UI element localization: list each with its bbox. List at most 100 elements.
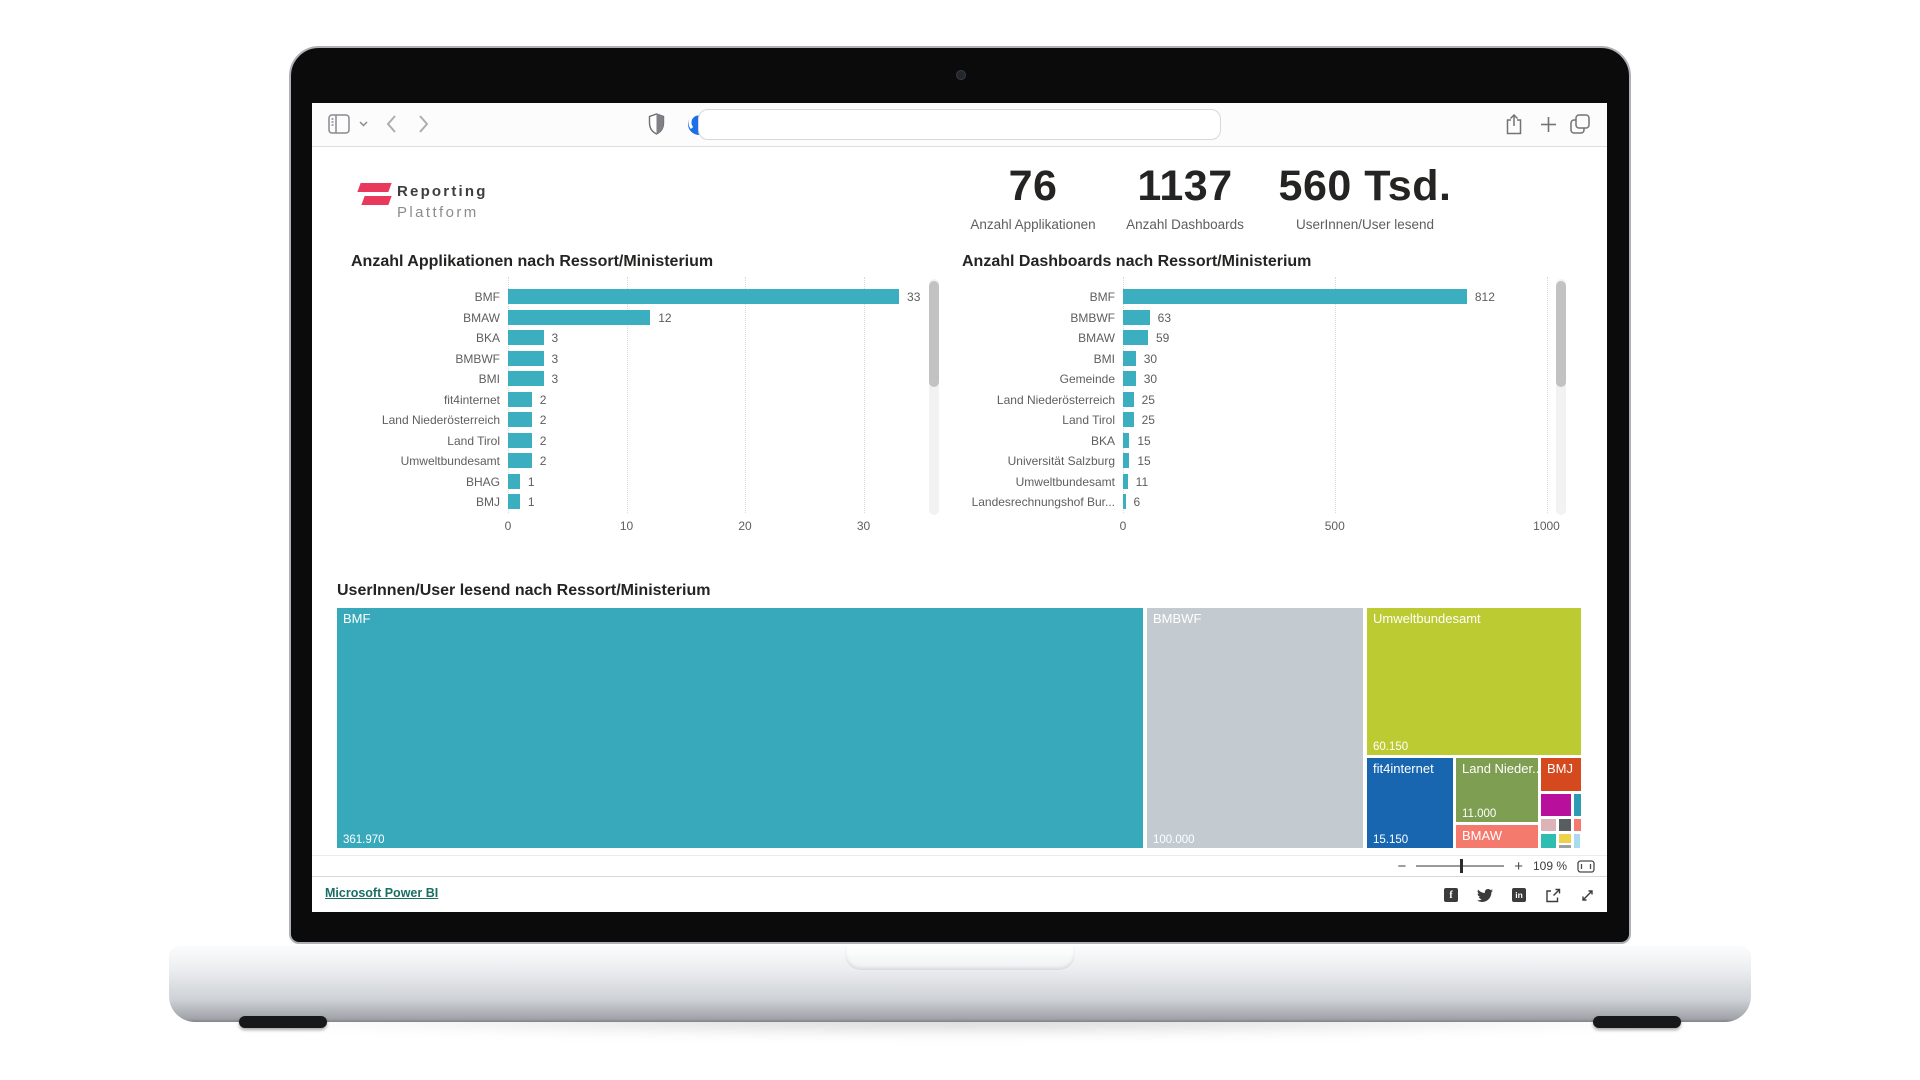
bar[interactable] [508, 289, 900, 304]
bar[interactable] [508, 453, 532, 468]
kpi-applications: 76 Anzahl Applikationen [943, 163, 1123, 232]
treemap-tile[interactable] [1541, 794, 1571, 816]
bar-value-label: 2 [539, 433, 547, 448]
bar[interactable] [1123, 453, 1130, 468]
treemap-tile[interactable] [1574, 834, 1580, 848]
tile-label: fit4internet [1373, 761, 1434, 776]
bar[interactable] [1123, 494, 1126, 509]
sidebar-toggle-icon[interactable] [328, 114, 350, 134]
report-zoom-bar: − + 109 % [312, 855, 1607, 876]
bar[interactable] [508, 330, 544, 345]
bar[interactable] [508, 391, 532, 407]
scrollbar-thumb[interactable] [1556, 281, 1566, 387]
bar-value-label: 30 [1143, 372, 1158, 386]
treemap-tile[interactable] [1559, 834, 1571, 843]
category-label: BMI [1093, 351, 1115, 366]
bar[interactable] [1123, 432, 1130, 448]
address-bar-input[interactable] [698, 109, 1221, 140]
bar[interactable] [508, 494, 520, 509]
treemap-tile-bmbwf[interactable]: BMBWF 100.000 [1147, 608, 1363, 848]
back-button-icon[interactable] [386, 115, 397, 133]
logo-subtitle: Plattform [397, 204, 479, 221]
new-tab-icon[interactable] [1540, 116, 1557, 133]
treemap-tile-fit4internet[interactable]: fit4internet 15.150 [1367, 758, 1453, 848]
tile-value: 361.970 [343, 834, 385, 846]
tile-label: Land Nieder... [1462, 761, 1538, 776]
twitter-icon[interactable] [1477, 888, 1493, 902]
tab-overview-icon[interactable] [1570, 114, 1590, 134]
bar[interactable] [1123, 371, 1136, 386]
fit-to-page-icon[interactable] [1577, 859, 1595, 873]
chart-scrollbar[interactable] [1556, 279, 1566, 515]
x-axis-tick-label: 30 [856, 519, 871, 533]
forward-button-icon[interactable] [418, 115, 429, 133]
hinge-notch [845, 946, 1075, 970]
gridline [1334, 277, 1336, 513]
bar[interactable] [1123, 330, 1148, 345]
x-axis-tick-label: 10 [619, 519, 634, 533]
kpi-value: 560 Tsd. [1278, 162, 1452, 210]
bar[interactable] [1123, 309, 1150, 325]
chart-scrollbar[interactable] [929, 279, 939, 515]
kpi-value: 76 [1008, 162, 1058, 210]
gridline [745, 277, 746, 513]
laptop-base [169, 946, 1751, 1028]
bar[interactable] [508, 432, 532, 448]
tile-label: BMAW [1462, 828, 1502, 843]
bar[interactable] [1123, 473, 1128, 489]
treemap-tile-bmaw[interactable]: BMAW [1456, 825, 1538, 848]
tile-label: BMJ [1547, 761, 1573, 776]
chevron-down-icon[interactable] [359, 121, 368, 127]
treemap-tile-bmf[interactable]: BMF 361.970 [337, 608, 1143, 848]
bar[interactable] [1123, 391, 1134, 407]
bar[interactable] [508, 473, 520, 489]
powerbi-link[interactable]: Microsoft Power BI [325, 886, 439, 900]
treemap-tile[interactable] [1574, 794, 1581, 816]
bar-value-label: 2 [539, 392, 547, 407]
x-axis-tick-label: 0 [1119, 519, 1127, 533]
kpi-label: Anzahl Applikationen [970, 217, 1096, 232]
zoom-out-button[interactable]: − [1397, 857, 1407, 875]
treemap-tile[interactable] [1559, 819, 1571, 831]
facebook-icon[interactable]: f [1444, 888, 1458, 902]
category-label: Landesrechnungshof Bur... [971, 495, 1115, 509]
treemap-tile-bmj[interactable]: BMJ [1541, 758, 1581, 791]
bar[interactable] [508, 412, 532, 427]
bar[interactable] [1123, 412, 1134, 427]
bar-value-label: 812 [1474, 290, 1495, 304]
category-label: BMJ [476, 495, 500, 509]
treemap-tile-umweltbundesamt[interactable]: Umweltbundesamt 60.150 [1367, 608, 1581, 755]
fullscreen-icon[interactable] [1580, 888, 1595, 903]
zoom-slider[interactable] [1416, 859, 1505, 873]
browser-window: Reporting Plattform 76 Anzahl Applikatio… [312, 103, 1607, 912]
treemap-tile-land-nieder-[interactable]: Land Nieder... 11.000 [1456, 758, 1538, 822]
logo-flag-bar-top [357, 183, 392, 192]
privacy-shield-icon[interactable] [648, 113, 665, 135]
share-icon[interactable] [1506, 114, 1522, 135]
zoom-slider-thumb[interactable] [1460, 859, 1464, 873]
tile-label: BMBWF [1153, 611, 1202, 626]
chart-dashboards: Anzahl Dashboards nach Ressort/Ministeri… [962, 253, 1577, 543]
gridline [626, 277, 628, 513]
browser-toolbar [312, 103, 1607, 147]
category-label: BMBWF [455, 351, 500, 366]
logo-title: Reporting [397, 183, 488, 200]
treemap-tile[interactable] [1574, 819, 1581, 831]
linkedin-icon[interactable]: in [1512, 888, 1526, 902]
treemap-tile[interactable] [1541, 819, 1556, 831]
category-label: Umweltbundesamt [400, 454, 500, 468]
bar[interactable] [1123, 289, 1467, 304]
bar[interactable] [508, 350, 544, 366]
logo-flag-bar-bottom [361, 196, 392, 205]
zoom-in-button[interactable]: + [1514, 857, 1523, 875]
embed-share-icon[interactable] [1545, 888, 1561, 903]
bar[interactable] [508, 371, 544, 386]
tile-label: BMF [343, 611, 371, 626]
category-label: BMF [1089, 290, 1115, 304]
treemap-tile[interactable] [1541, 834, 1556, 848]
scrollbar-thumb[interactable] [929, 281, 939, 387]
bar[interactable] [1123, 350, 1136, 366]
x-axis-tick-label: 1000 [1533, 519, 1560, 533]
treemap-tile[interactable] [1559, 845, 1571, 848]
bar[interactable] [508, 309, 651, 325]
